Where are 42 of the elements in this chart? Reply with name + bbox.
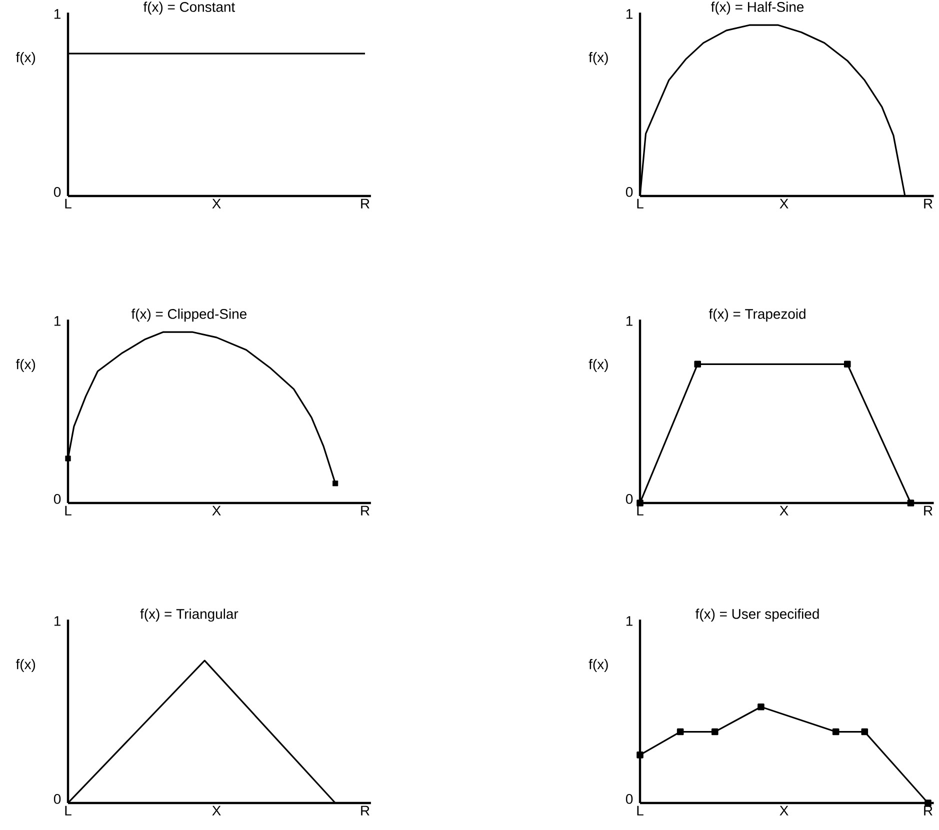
chart-title: f(x) = Triangular [140,608,238,622]
y-axis-title: f(x) [588,358,608,372]
x-tick-label: R [361,506,370,516]
x-tick-label: R [924,806,932,816]
x-tick-label: R [361,806,370,816]
x-tick-label: L [65,806,72,816]
chart-title: f(x) = Constant [143,2,235,15]
y-tick-label: 0 [626,794,633,804]
y-tick-label: 1 [626,316,632,326]
chart-title: f(x) = Half-Sine [711,2,804,15]
chart-title: f(x) = User specified [696,608,819,622]
y-tick-label: 0 [626,494,633,504]
y-tick-label: 1 [54,316,60,326]
y-axis-title: f(x) [16,52,36,65]
x-tick-label: X [212,806,221,816]
y-tick-label: 1 [626,9,632,19]
y-tick-label: 0 [54,794,61,804]
x-tick-label: L [637,506,644,516]
x-tick-label: X [780,506,788,516]
x-tick-label: R [924,198,932,208]
x-tick-label: L [65,506,72,516]
x-tick-label: L [65,198,72,208]
y-axis-title: f(x) [588,658,608,672]
y-tick-label: 1 [626,616,632,626]
x-tick-label: L [637,806,644,816]
y-axis-title: f(x) [16,358,36,372]
x-tick-label: R [924,506,932,516]
x-tick-label: X [212,506,221,516]
y-axis-title: f(x) [588,52,608,65]
x-tick-label: X [780,198,788,208]
chart-title: f(x) = Clipped-Sine [131,308,246,322]
y-tick-label: 0 [54,494,61,504]
x-tick-label: X [212,198,221,208]
y-tick-label: 1 [54,9,60,19]
y-tick-label: 1 [54,616,60,626]
y-tick-label: 0 [54,187,61,197]
x-tick-label: L [637,198,644,208]
y-axis-title: f(x) [16,658,36,672]
x-tick-label: X [780,806,788,816]
y-tick-label: 0 [626,187,633,197]
x-tick-label: R [361,198,370,208]
chart-title: f(x) = Trapezoid [708,308,806,322]
